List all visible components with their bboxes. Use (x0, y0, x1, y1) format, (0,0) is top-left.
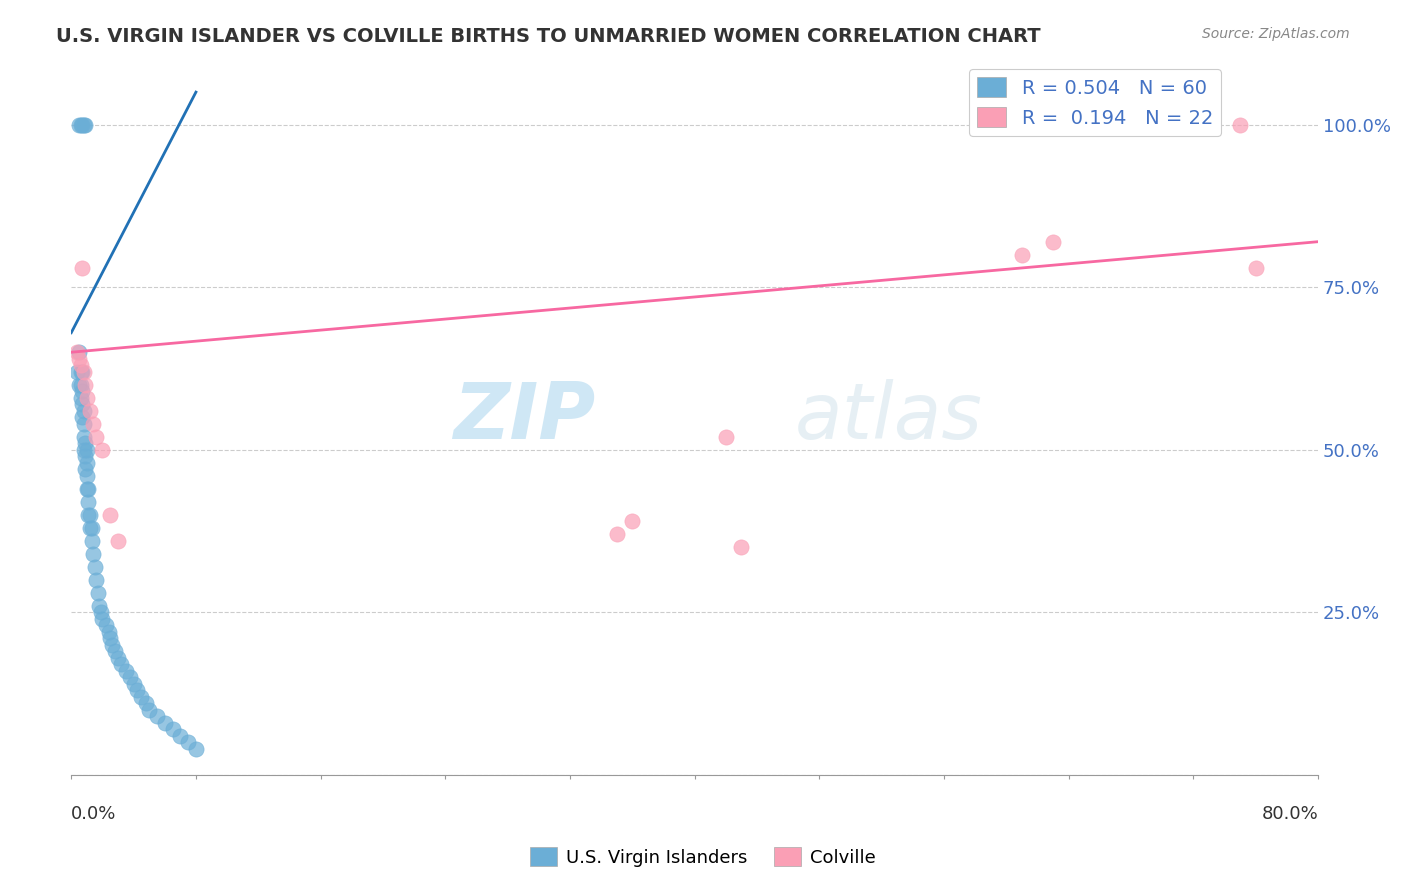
Point (184, 742, 207, 756)
Point (67, 377, 90, 392)
Point (138, 703, 160, 717)
Point (82, 417, 104, 431)
Point (90, 605, 112, 619)
Point (79, 508, 101, 522)
Text: 80.0%: 80.0% (1261, 805, 1319, 823)
Point (98, 508, 121, 522)
Point (91, 442, 114, 457)
Point (120, 670, 142, 684)
Point (76, 391, 98, 405)
Point (91, 612, 114, 626)
Point (1042, 235, 1064, 249)
Point (107, 651, 129, 665)
Point (1011, 248, 1033, 262)
Point (77, 482, 100, 496)
Point (75, 450, 97, 464)
Point (94, 618, 117, 632)
Point (107, 533, 129, 548)
Point (146, 709, 169, 723)
Point (70, 397, 93, 411)
Text: U.S. VIRGIN ISLANDER VS COLVILLE BIRTHS TO UNMARRIED WOMEN CORRELATION CHART: U.S. VIRGIN ISLANDER VS COLVILLE BIRTHS … (56, 27, 1040, 45)
Point (77, 495, 100, 509)
Point (131, 690, 153, 704)
Point (66, 345, 89, 359)
Point (70, 118, 93, 132)
Text: atlas: atlas (794, 379, 983, 455)
Legend: U.S. Virgin Islanders, Colville: U.S. Virgin Islanders, Colville (523, 840, 883, 874)
Point (69, 365, 91, 379)
Point (114, 664, 136, 678)
Point (98, 632, 121, 646)
Point (1229, 118, 1251, 132)
Point (76, 468, 98, 483)
Point (67, 118, 90, 132)
Point (135, 697, 157, 711)
Point (66, 365, 89, 379)
Point (80, 521, 103, 535)
Point (153, 715, 176, 730)
Point (82, 547, 104, 561)
Point (995, 118, 1018, 132)
Point (79, 403, 101, 417)
Point (84, 430, 107, 444)
Point (69, 377, 91, 392)
Point (83, 559, 105, 574)
Text: Source: ZipAtlas.com: Source: ZipAtlas.com (1202, 27, 1350, 41)
Point (177, 735, 200, 749)
Point (89, 599, 111, 613)
Point (76, 456, 98, 470)
Point (125, 683, 148, 698)
Point (169, 729, 191, 743)
Point (714, 430, 737, 444)
Text: 0.0%: 0.0% (72, 805, 117, 823)
Point (87, 586, 110, 600)
Point (73, 442, 96, 457)
Point (67, 351, 90, 366)
Point (104, 644, 127, 658)
Point (69, 391, 91, 405)
Point (73, 118, 96, 132)
Point (162, 723, 184, 737)
Point (73, 430, 96, 444)
Point (1244, 260, 1267, 275)
Point (73, 365, 96, 379)
Point (73, 403, 96, 417)
Point (70, 260, 93, 275)
Point (70, 410, 93, 425)
Point (84, 573, 107, 587)
Point (73, 417, 96, 431)
Point (70, 365, 93, 379)
Point (77, 508, 100, 522)
Point (76, 442, 98, 457)
Point (69, 118, 91, 132)
Point (75, 462, 97, 476)
Point (97, 624, 120, 639)
Point (110, 657, 132, 672)
Point (70, 384, 93, 399)
Point (79, 521, 101, 535)
Legend: R = 0.504   N = 60, R =  0.194   N = 22: R = 0.504 N = 60, R = 0.194 N = 22 (970, 70, 1222, 136)
Text: ZIP: ZIP (453, 379, 595, 455)
Point (730, 541, 752, 555)
Point (75, 377, 97, 392)
Point (606, 527, 628, 541)
Point (80, 533, 103, 548)
Point (69, 358, 91, 372)
Point (621, 514, 644, 528)
Point (75, 118, 97, 132)
Point (122, 677, 145, 691)
Point (100, 638, 122, 652)
Point (67, 345, 90, 359)
Point (75, 436, 97, 450)
Point (76, 482, 98, 496)
